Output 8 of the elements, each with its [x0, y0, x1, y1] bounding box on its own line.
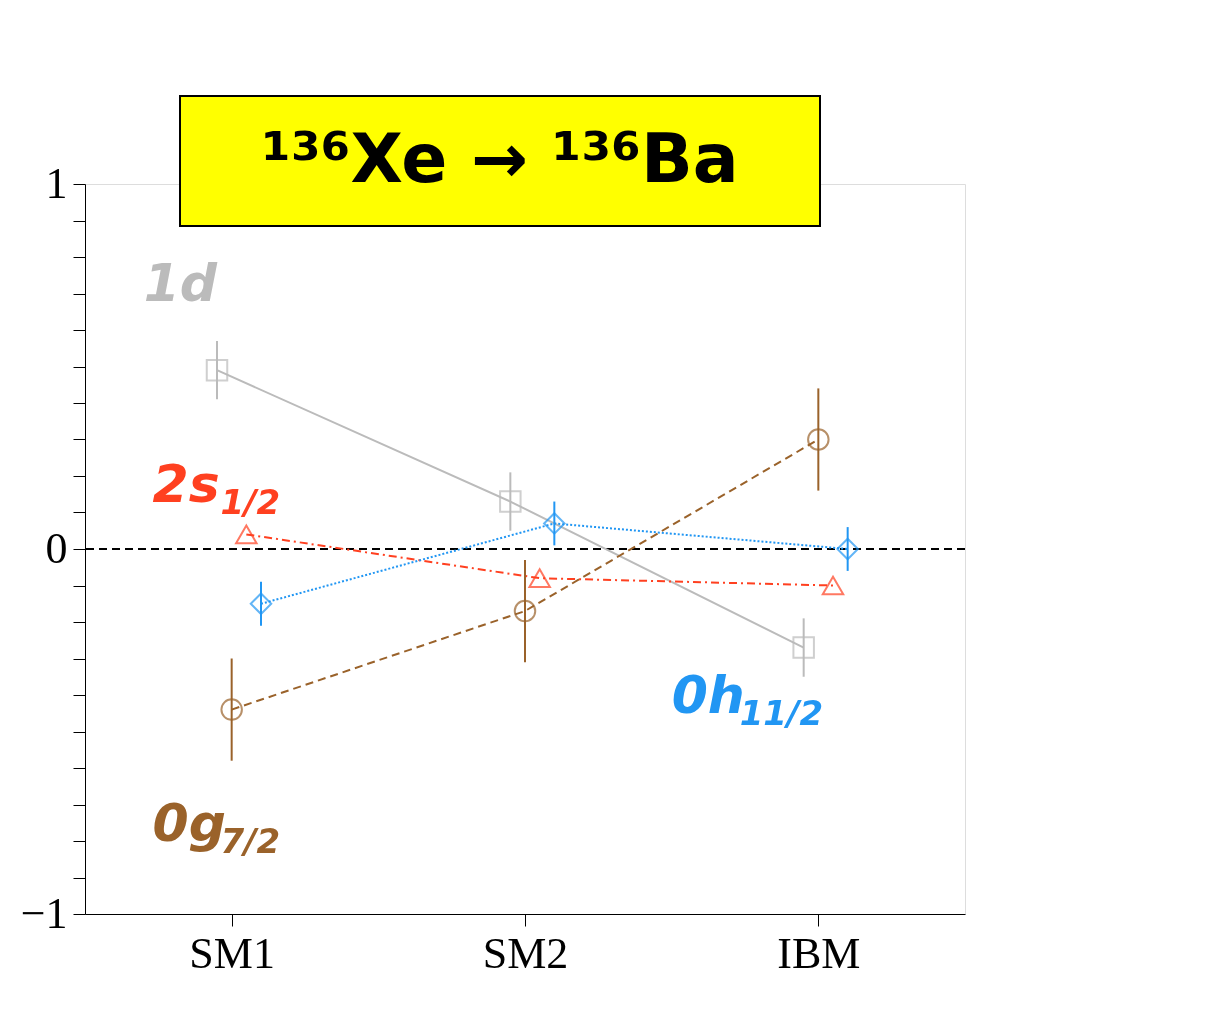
y-tick-label: 0	[45, 523, 68, 573]
series-label: 1d	[143, 252, 218, 313]
x-tick-label: SM2	[482, 928, 569, 978]
chart-title: ¹³⁶Xe → ¹³⁶Ba	[261, 119, 739, 198]
y-tick-label: −1	[20, 888, 68, 938]
y-tick-label: 1	[45, 158, 68, 208]
x-tick-label: IBM	[777, 928, 861, 978]
x-tick-label: SM1	[189, 928, 275, 978]
